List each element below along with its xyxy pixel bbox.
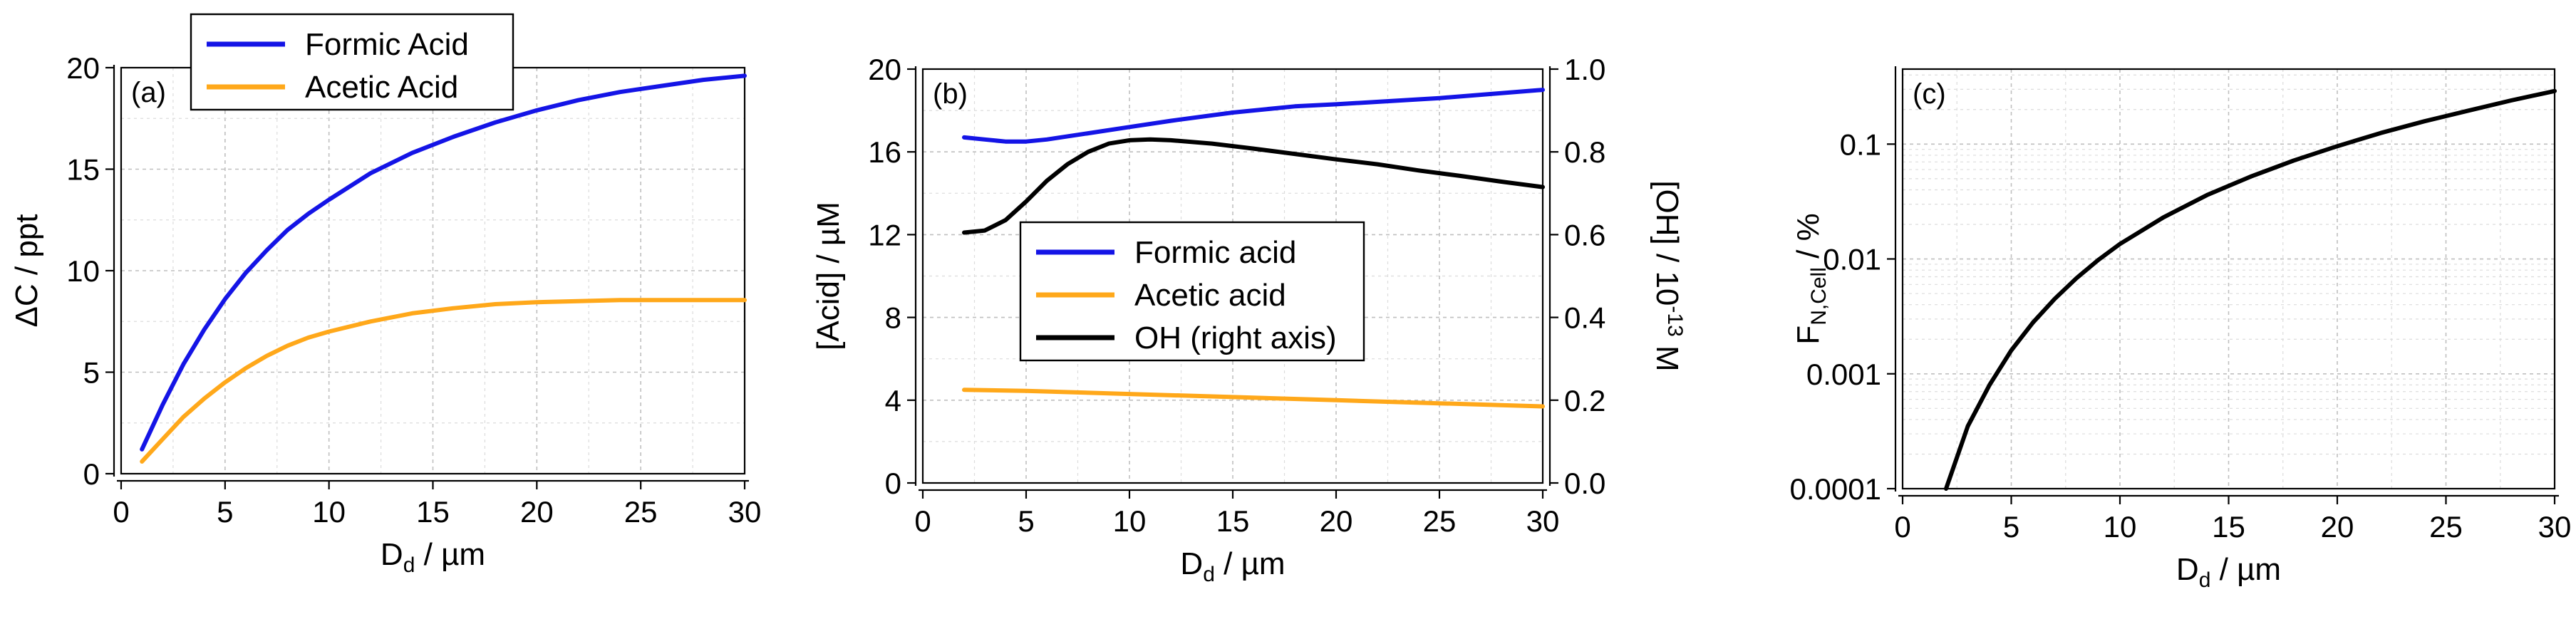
y-axis-label: [Acid] / µM [811, 202, 846, 350]
legend-entry-label: Acetic Acid [305, 70, 458, 105]
x-tick-label: 15 [1216, 504, 1250, 538]
y-label-main: [Acid] / µM [811, 202, 846, 350]
x-tick-label: 20 [2321, 510, 2354, 544]
series-line-formic-acid [140, 73, 747, 452]
panel-label: (b) [933, 78, 968, 110]
x-label-main: D [1180, 546, 1203, 581]
legend-box [190, 13, 514, 111]
x-tick-label: 25 [624, 495, 658, 529]
x-tick-label: 15 [2212, 510, 2245, 544]
x-label-unit: / µm [2210, 552, 2281, 587]
y-tick-label: 0.01 [1823, 243, 1881, 276]
x-tick-label: 25 [2429, 510, 2463, 544]
y-tick-label: 16 [868, 135, 901, 169]
right-tick-label: 1.0 [1564, 53, 1605, 86]
plot-frame [921, 68, 1544, 484]
x-tick-label: 30 [1526, 504, 1560, 538]
x-tick-label: 20 [1320, 504, 1353, 538]
x-tick-label: 0 [1894, 510, 1910, 544]
x-tick-label: 30 [728, 495, 762, 529]
right-tick-label: 0.6 [1564, 218, 1605, 251]
x-label-main: D [381, 537, 403, 572]
panel-a-chart: 0 5 10 15 20 25 30 0 5 10 15 20 Dd / µm ΔC / ppt (a) Fo… [9, 13, 762, 577]
x-tick-label: 0 [914, 504, 931, 538]
x-tick-label: 15 [416, 495, 450, 529]
right-axis-label: [OH] / 10-13 M [1650, 180, 1687, 371]
x-tick-label: 25 [1423, 504, 1457, 538]
x-tick-label: 5 [217, 495, 233, 529]
x-tick-label: 5 [2003, 510, 2019, 544]
panel-b-chart: 0 5 10 15 20 25 30 0 4 8 12 16 20 0.0 0.2 0.4 0.6 0.8 1.0 D… [811, 53, 1687, 586]
x-label-unit: / µm [415, 537, 485, 572]
y-tick-label: 0.1 [1840, 128, 1881, 161]
y-label-subscript: N,Cell [1807, 267, 1831, 326]
x-tick-label: 0 [113, 495, 129, 529]
plot-frame [1901, 68, 2556, 490]
x-label-subscript: d [1203, 563, 1215, 586]
x-axis-label: Dd / µm [2176, 552, 2281, 592]
panel-label: (a) [131, 77, 166, 108]
series-line [1944, 88, 2557, 491]
x-label-main: D [2176, 552, 2199, 587]
y-tick-label: 0.0001 [1790, 472, 1881, 506]
right-label-main: [OH] / 10 [1650, 180, 1685, 306]
y-label-main: ΔC / ppt [9, 214, 44, 327]
x-tick-label: 10 [2104, 510, 2137, 544]
x-tick-label: 5 [1018, 504, 1034, 538]
x-label-subscript: d [2199, 568, 2211, 592]
legend-entry-label: OH (right axis) [1134, 321, 1337, 355]
x-tick-label: 10 [312, 495, 346, 529]
y-tick-label: 4 [885, 384, 901, 417]
right-tick-label: 0.4 [1564, 301, 1605, 335]
y-label-main: F [1791, 326, 1826, 345]
y-tick-label: 10 [66, 254, 100, 288]
legend-entry-label: Formic acid [1134, 235, 1296, 270]
y-tick-label: 0 [83, 457, 100, 491]
series-line-oh-right-axis [962, 137, 1545, 235]
legend-entry-label: Formic Acid [305, 27, 469, 62]
x-axis-label: Dd / µm [1180, 546, 1285, 586]
y-axis-label: ΔC / ppt [9, 214, 44, 327]
right-label-unit: M [1650, 337, 1685, 372]
x-tick-label: 30 [2538, 510, 2572, 544]
y-tick-label: 5 [83, 356, 100, 390]
right-tick-label: 0.8 [1564, 135, 1605, 169]
y-tick-label: 20 [868, 53, 901, 86]
y-tick-label: 15 [66, 153, 100, 187]
y-tick-label: 8 [885, 301, 901, 335]
x-label-subscript: d [403, 553, 415, 577]
series-line-acetic-acid [962, 388, 1545, 409]
right-tick-label: 0.0 [1564, 467, 1605, 500]
x-label-unit: / µm [1215, 546, 1286, 581]
series-line-formic-acid [962, 88, 1545, 144]
y-tick-label: 20 [66, 51, 100, 85]
grid-lines [1903, 69, 2555, 489]
panel-c-chart: 0 5 10 15 20 25 30 0.0001 0.001 0.01 0.1 Dd / µm FN,… [1790, 66, 2572, 592]
x-axis-label: Dd / µm [381, 537, 485, 577]
right-tick-label: 0.2 [1564, 384, 1605, 417]
y-axis-label: FN,Cell / % [1791, 213, 1831, 344]
right-label-superscript: -13 [1663, 306, 1687, 336]
legend: Formic Acid Acetic Acid [190, 13, 514, 111]
x-tick-label: 20 [520, 495, 554, 529]
grid-lines [121, 67, 745, 474]
panel-label: (c) [1913, 78, 1946, 110]
y-tick-label: 0 [885, 467, 901, 500]
y-label-unit: / % [1791, 213, 1826, 267]
legend: Formic acid Acetic acid OH (right axis) [1019, 221, 1365, 362]
x-tick-label: 10 [1113, 504, 1147, 538]
legend-entry-label: Acetic acid [1134, 278, 1286, 313]
y-tick-label: 0.001 [1806, 358, 1881, 391]
y-tick-label: 12 [868, 218, 901, 251]
series-line-acetic-acid [140, 298, 747, 464]
